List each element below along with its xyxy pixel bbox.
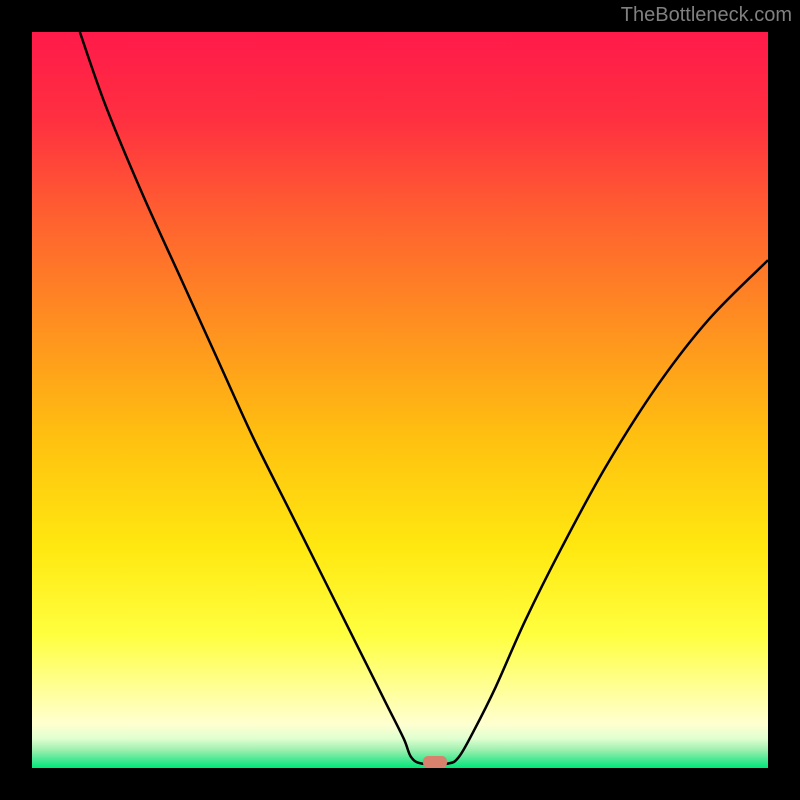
watermark-text: TheBottleneck.com	[621, 4, 792, 27]
optimal-marker	[423, 756, 447, 768]
bottleneck-curve	[32, 32, 768, 768]
chart-area	[32, 32, 768, 768]
